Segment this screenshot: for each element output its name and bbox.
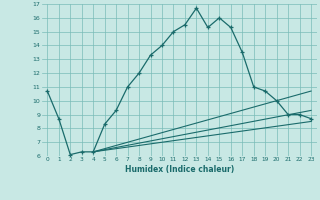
X-axis label: Humidex (Indice chaleur): Humidex (Indice chaleur) xyxy=(124,165,234,174)
